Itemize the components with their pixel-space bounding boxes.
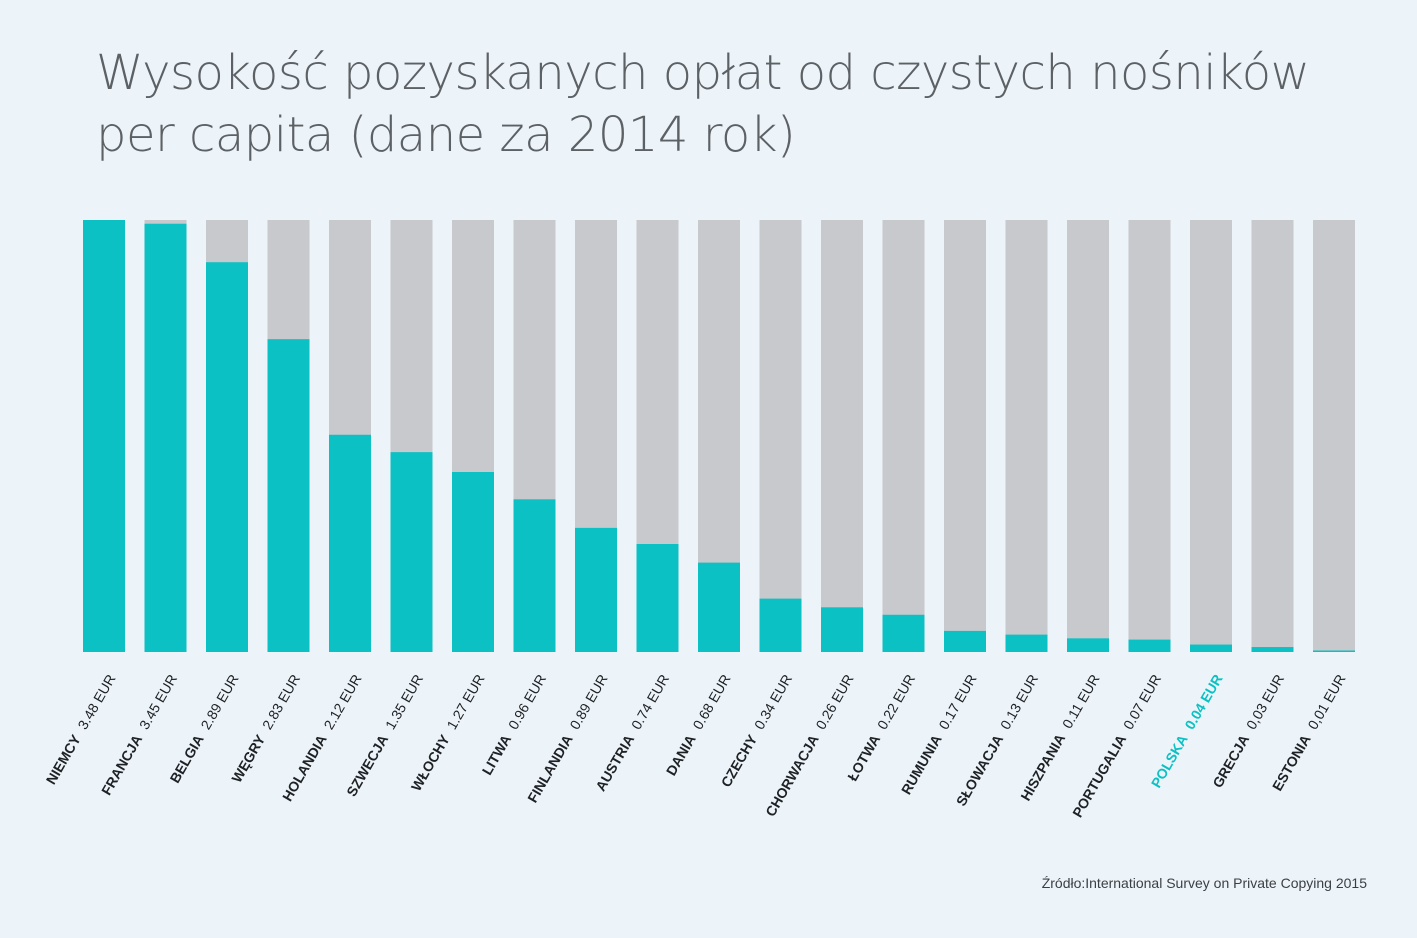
- bar-label-13: ŁOTWA0.22 EUR: [844, 672, 918, 784]
- bar-track-20: [1313, 220, 1355, 652]
- bar-13: [882, 614, 925, 652]
- country-label-19: GRECJA: [1209, 732, 1252, 791]
- country-label-8: FINLANDIA: [524, 732, 576, 805]
- country-label-5: SZWECJA: [343, 732, 391, 799]
- chart-title: Wysokość pozyskanych opłat od czystych n…: [96, 42, 1376, 166]
- country-label-6: WŁOCHY: [408, 731, 453, 793]
- bar-track-17: [1128, 220, 1171, 652]
- bar-track-15: [1005, 220, 1048, 652]
- value-label-18: 0.04 EUR: [1181, 672, 1225, 733]
- bar-14: [944, 630, 986, 652]
- bar-label-7: LITWA0.96 EUR: [479, 672, 549, 778]
- country-label-10: DANIA: [663, 732, 699, 778]
- source-note: Źródło:International Survey on Private C…: [1041, 875, 1367, 891]
- bar-12: [821, 607, 863, 652]
- value-label-1: 3.45 EUR: [136, 672, 180, 733]
- country-label-11: CZECHY: [718, 731, 761, 789]
- bar-track-19: [1251, 220, 1294, 652]
- bar-20: [1313, 650, 1355, 652]
- country-label-1: FRANCJA: [98, 732, 145, 798]
- value-label-4: 2.12 EUR: [320, 672, 364, 733]
- bar-17: [1128, 639, 1171, 652]
- bar-6: [452, 472, 494, 652]
- country-label-3: WĘGRY: [228, 731, 268, 785]
- value-label-0: 3.48 EUR: [74, 672, 118, 733]
- bar-label-11: CZECHY0.34 EUR: [718, 672, 795, 790]
- country-label-0: NIEMCY: [43, 731, 84, 787]
- value-label-10: 0.68 EUR: [689, 672, 733, 733]
- bar-label-10: DANIA0.68 EUR: [663, 672, 734, 779]
- value-label-16: 0.11 EUR: [1059, 672, 1103, 732]
- bar-track-12: [821, 220, 863, 652]
- bar-11: [759, 598, 802, 652]
- bar-track-18: [1190, 220, 1232, 652]
- bar-7: [513, 499, 556, 652]
- chart-title-line2: per capita (dane za 2014 rok): [96, 107, 796, 163]
- bar-track-14: [944, 220, 986, 652]
- bar-15: [1005, 634, 1048, 652]
- value-label-20: 0,01 EUR: [1304, 672, 1348, 733]
- value-label-6: 1.27 EUR: [443, 672, 487, 733]
- bar-label-2: BELGIA2.89 EUR: [166, 672, 241, 786]
- country-label-7: LITWA: [479, 732, 515, 778]
- country-label-18: POLSKA: [1148, 732, 1191, 791]
- value-label-2: 2.89 EUR: [197, 672, 241, 733]
- value-label-8: 0.89 EUR: [566, 672, 610, 733]
- value-label-12: 0.26 EUR: [812, 672, 856, 733]
- bar-16: [1067, 638, 1109, 652]
- bar-9: [636, 544, 679, 652]
- bar-8: [575, 527, 617, 652]
- value-label-11: 0.34 EUR: [751, 672, 795, 733]
- country-label-2: BELGIA: [166, 732, 206, 786]
- country-label-14: RUMUNIA: [898, 732, 945, 797]
- bar-1: [144, 223, 187, 653]
- country-label-13: ŁOTWA: [844, 732, 883, 784]
- bar-2: [206, 262, 248, 652]
- value-label-7: 0.96 EUR: [505, 672, 549, 733]
- country-label-17: PORTUGALIA: [1069, 732, 1129, 820]
- value-label-19: 0,03 EUR: [1243, 672, 1287, 733]
- bar-19: [1251, 647, 1294, 652]
- country-label-4: HOLANDIA: [279, 732, 330, 804]
- bar-track-13: [882, 220, 925, 652]
- value-label-17: 0.07 EUR: [1120, 672, 1164, 733]
- chart-title-line1: Wysokość pozyskanych opłat od czystych n…: [96, 45, 1310, 101]
- bar-4: [329, 434, 371, 652]
- country-label-15: SŁOWACJA: [953, 732, 1007, 809]
- value-label-9: 0.74 EUR: [628, 672, 672, 733]
- bar-5: [390, 452, 433, 652]
- country-label-9: AUSTRIA: [592, 732, 637, 794]
- bar-0: [83, 220, 125, 652]
- value-label-14: 0.17 EUR: [935, 672, 979, 733]
- value-label-5: 1.35 EUR: [382, 672, 426, 733]
- value-label-13: 0.22 EUR: [874, 672, 918, 733]
- country-label-20: ESTONIA: [1269, 732, 1314, 794]
- bar-10: [698, 562, 740, 652]
- bar-track-16: [1067, 220, 1109, 652]
- bar-track-11: [759, 220, 802, 652]
- value-label-3: 2.83 EUR: [259, 672, 303, 733]
- value-label-15: 0.13 EUR: [997, 672, 1041, 733]
- bar-18: [1190, 644, 1232, 652]
- country-label-16: HISZPANIA: [1017, 731, 1068, 803]
- country-label-12: CHORWACJA: [762, 732, 822, 819]
- bar-label-0: NIEMCY3.48 EUR: [43, 672, 119, 788]
- bar-3: [267, 339, 310, 652]
- bar-label-3: WĘGRY2.83 EUR: [228, 672, 303, 786]
